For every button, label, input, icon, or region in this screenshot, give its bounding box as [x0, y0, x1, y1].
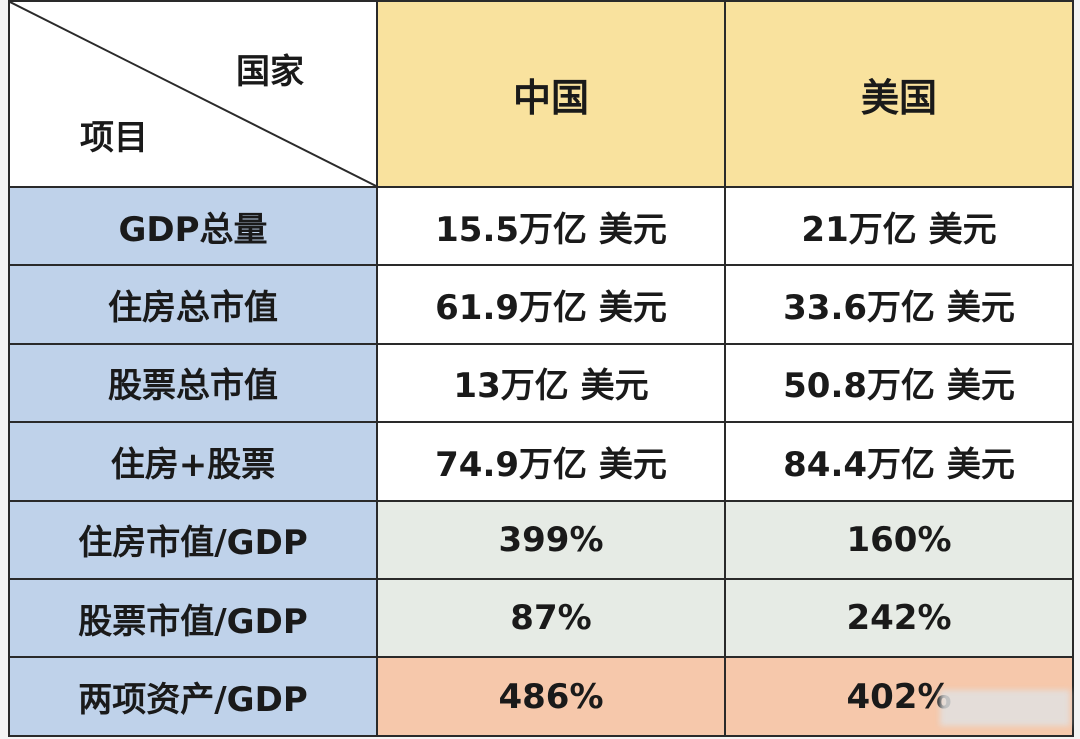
row-label: 股票总市值 — [8, 342, 378, 424]
row-label: 住房总市值 — [8, 264, 378, 345]
comparison-table: 国家 项目 中国 美国 GDP总量 15.5万亿 美元 21万亿 美元 住房总市… — [8, 0, 1074, 737]
corner-cell: 国家 项目 — [8, 0, 378, 188]
table-row: 住房总市值 61.9万亿 美元 33.6万亿 美元 — [8, 264, 1074, 345]
header-row: 国家 项目 中国 美国 — [8, 0, 1074, 188]
row-label: GDP总量 — [8, 185, 378, 267]
cell-usa: 84.4万亿 美元 — [724, 421, 1074, 502]
table-row: 两项资产/GDP 486% 402% — [8, 656, 1074, 737]
cell-china: 61.9万亿 美元 — [376, 264, 726, 345]
row-label: 住房市值/GDP — [8, 499, 378, 580]
table-row: 股票总市值 13万亿 美元 50.8万亿 美元 — [8, 342, 1074, 424]
cell-usa: 21万亿 美元 — [724, 185, 1074, 267]
cell-china: 15.5万亿 美元 — [376, 185, 726, 267]
cell-china: 87% — [376, 577, 726, 659]
table-row: GDP总量 15.5万亿 美元 21万亿 美元 — [8, 185, 1074, 267]
column-header-usa: 美国 — [724, 0, 1074, 188]
row-label: 股票市值/GDP — [8, 577, 378, 659]
cell-usa: 160% — [724, 499, 1074, 580]
cell-china: 74.9万亿 美元 — [376, 421, 726, 502]
corner-label-item: 项目 — [80, 118, 148, 158]
column-header-china: 中国 — [376, 0, 726, 188]
table-row: 住房市值/GDP 399% 160% — [8, 499, 1074, 580]
cell-china: 399% — [376, 499, 726, 580]
cell-usa: 33.6万亿 美元 — [724, 264, 1074, 345]
cell-usa: 242% — [724, 577, 1074, 659]
diagonal-divider — [11, 3, 375, 185]
cell-usa: 50.8万亿 美元 — [724, 342, 1074, 424]
watermark-blur — [940, 690, 1070, 726]
row-label: 住房+股票 — [8, 421, 378, 502]
table-row: 住房+股票 74.9万亿 美元 84.4万亿 美元 — [8, 421, 1074, 502]
cell-china: 486% — [376, 656, 726, 737]
table-row: 股票市值/GDP 87% 242% — [8, 577, 1074, 659]
cell-china: 13万亿 美元 — [376, 342, 726, 424]
corner-label-country: 国家 — [236, 52, 304, 92]
row-label: 两项资产/GDP — [8, 656, 378, 737]
